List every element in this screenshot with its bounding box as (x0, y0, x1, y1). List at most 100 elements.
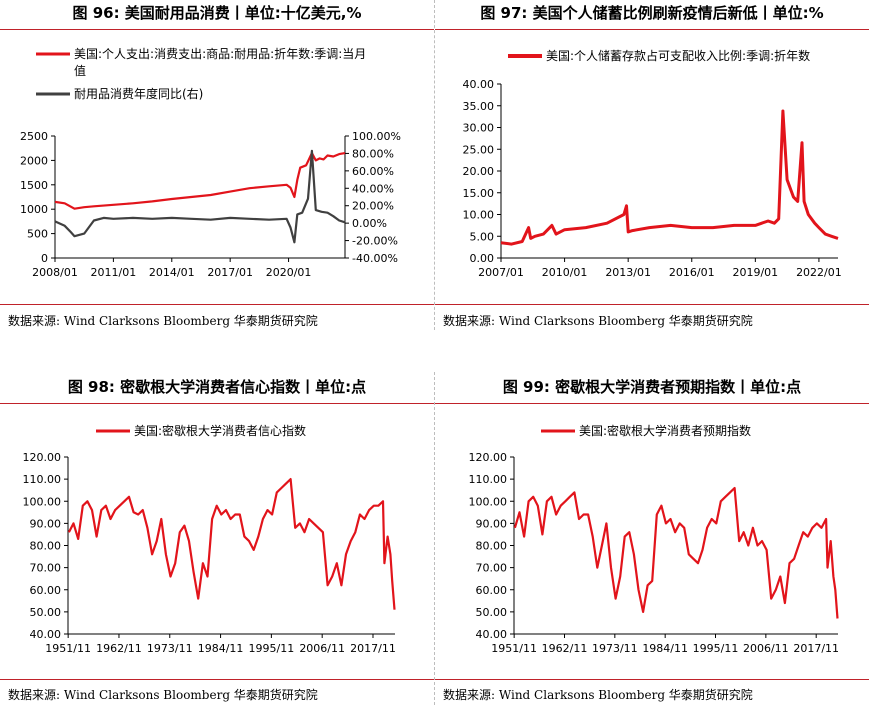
legend-label-0: 美国:个人储蓄存款占可支配收入比例:季调:折年数 (546, 48, 810, 63)
y-tick-label: 60.00 (30, 584, 62, 597)
legend-label-0: 美国:个人支出:消费支出:商品:耐用品:折年数:季调:当月值 (74, 46, 366, 78)
x-tick-label: 1984/11 (198, 642, 244, 655)
y-tick-label: 70.00 (476, 562, 508, 575)
x-tick-label: 1995/11 (249, 642, 295, 655)
y-tick-label: 0 (41, 252, 48, 265)
series-line-0 (500, 109, 839, 246)
title-rule (435, 29, 869, 30)
y2-tick-label: -40.00% (352, 252, 398, 265)
panel-title: 图 96: 美国耐用品消费丨单位:十亿美元,% (72, 4, 362, 22)
source-note: 数据来源: Wind Clarksons Bloomberg 华泰期货研究院 (443, 314, 753, 328)
y-tick-label: 500 (27, 228, 48, 241)
y-tick-label: 2500 (20, 130, 48, 143)
y2-tick-label: 60.00% (352, 165, 394, 178)
x-tick-label: 2013/01 (605, 266, 651, 279)
source-note: 数据来源: Wind Clarksons Bloomberg 华泰期货研究院 (8, 688, 318, 702)
x-tick-label: 2019/01 (732, 266, 778, 279)
x-tick-label: 1973/11 (592, 642, 638, 655)
y2-tick-label: 40.00% (352, 182, 394, 195)
y-tick-label: 40.00 (30, 628, 62, 641)
x-tick-label: 2022/01 (796, 266, 842, 279)
x-tick-label: 1984/11 (642, 642, 688, 655)
y-tick-label: 90.00 (476, 517, 508, 530)
y-tick-label: 10.00 (463, 209, 495, 222)
panel-title: 图 98: 密歇根大学消费者信心指数丨单位:点 (67, 378, 367, 396)
y-tick-label: 80.00 (30, 540, 62, 553)
y-tick-label: 110.00 (23, 473, 62, 486)
consumer-expectations-chart: 40.00 50.00 60.00 70.00 80.00 90.00 100.00 110.… (469, 423, 840, 655)
source-note: 数据来源: Wind Clarksons Bloomberg 华泰期货研究院 (8, 314, 318, 328)
y2-tick-label: -20.00% (352, 235, 398, 248)
x-tick-label: 2020/01 (266, 266, 312, 279)
y-tick-label: 80.00 (476, 540, 508, 553)
legend-label-1: 耐用品消费年度同比(右) (74, 86, 203, 101)
x-tick-label: 2014/01 (149, 266, 195, 279)
title-rule (435, 403, 869, 404)
legend-label-0: 美国:密歇根大学消费者预期指数 (579, 423, 751, 438)
y-tick-label: 30.00 (463, 122, 495, 135)
y2-tick-label: 20.00% (352, 200, 394, 213)
series-line-0 (513, 486, 839, 619)
x-tick-label: 2017/01 (207, 266, 253, 279)
source-rule (0, 679, 434, 680)
y-tick-label: 40.00 (476, 628, 508, 641)
panel-fig96: 图 96: 美国耐用品消费丨单位:十亿美元,% 0 500 1000 1500 2000… (0, 0, 434, 332)
panel-title: 图 97: 美国个人储蓄比例刷新疫情后新低丨单位:% (480, 4, 824, 22)
y2-tick-label: 100.00% (352, 130, 401, 143)
y-tick-label: 25.00 (463, 143, 495, 156)
y2-tick-label: 80.00% (352, 147, 394, 160)
source-rule (435, 304, 869, 305)
x-tick-label: 2017/11 (350, 642, 396, 655)
title-rule (0, 403, 434, 404)
y-tick-label: 2000 (20, 154, 48, 167)
series-line-0 (67, 477, 396, 610)
panel-title: 图 99: 密歇根大学消费者预期指数丨单位:点 (502, 378, 802, 396)
source-rule (0, 304, 434, 305)
y-tick-label: 90.00 (30, 517, 62, 530)
panel-fig99: 图 99: 密歇根大学消费者预期指数丨单位:点 40.00 50.00 60.00 7… (435, 374, 869, 705)
y-tick-label: 1000 (20, 203, 48, 216)
source-rule (435, 679, 869, 680)
y-tick-label: 20.00 (463, 165, 495, 178)
y-tick-label: 110.00 (469, 473, 508, 486)
durable-goods-chart: 0 500 1000 1500 2000 2500 -40.00% -20.00% 0.00% 2… (20, 46, 401, 279)
y-tick-label: 5.00 (470, 230, 495, 243)
x-tick-label: 2016/01 (669, 266, 715, 279)
source-note: 数据来源: Wind Clarksons Bloomberg 华泰期货研究院 (443, 688, 753, 702)
x-tick-label: 1995/11 (693, 642, 739, 655)
savings-rate-chart: 0.00 5.00 10.00 15.00 20.00 25.00 30.00 35.00 40… (463, 48, 842, 279)
y-tick-label: 1500 (20, 179, 48, 192)
x-tick-label: 1962/11 (542, 642, 588, 655)
y-tick-label: 100.00 (469, 495, 508, 508)
panel-fig98: 图 98: 密歇根大学消费者信心指数丨单位:点 40.00 50.00 60.00 7… (0, 374, 434, 705)
x-tick-label: 2006/11 (743, 642, 789, 655)
x-tick-label: 1962/11 (96, 642, 142, 655)
x-tick-label: 1973/11 (147, 642, 193, 655)
x-tick-label: 2011/01 (91, 266, 137, 279)
series-line-0 (54, 151, 346, 210)
column-separator-top (434, 0, 435, 330)
x-tick-label: 1951/11 (491, 642, 537, 655)
series-line-1 (54, 149, 346, 244)
x-tick-label: 1951/11 (45, 642, 91, 655)
y2-tick-label: 0.00% (352, 217, 387, 230)
x-tick-label: 2006/11 (299, 642, 345, 655)
column-separator-bottom (434, 372, 435, 705)
y-tick-label: 60.00 (476, 584, 508, 597)
y-tick-label: 70.00 (30, 562, 62, 575)
y-tick-label: 0.00 (470, 252, 495, 265)
consumer-sentiment-chart: 40.00 50.00 60.00 70.00 80.00 90.00 100.00 110.… (23, 423, 396, 655)
panel-fig97: 图 97: 美国个人储蓄比例刷新疫情后新低丨单位:% 0.00 5.00 10.00… (435, 0, 869, 332)
legend-label-0: 美国:密歇根大学消费者信心指数 (134, 423, 306, 438)
y-tick-label: 50.00 (30, 606, 62, 619)
x-tick-label: 2007/01 (478, 266, 524, 279)
y-tick-label: 50.00 (476, 606, 508, 619)
y-tick-label: 120.00 (469, 451, 508, 464)
y-tick-label: 40.00 (463, 78, 495, 91)
y-tick-label: 120.00 (23, 451, 62, 464)
y-tick-label: 100.00 (23, 495, 62, 508)
x-tick-label: 2008/01 (32, 266, 78, 279)
x-tick-label: 2017/11 (793, 642, 839, 655)
title-rule (0, 29, 434, 30)
x-tick-label: 2010/01 (542, 266, 588, 279)
